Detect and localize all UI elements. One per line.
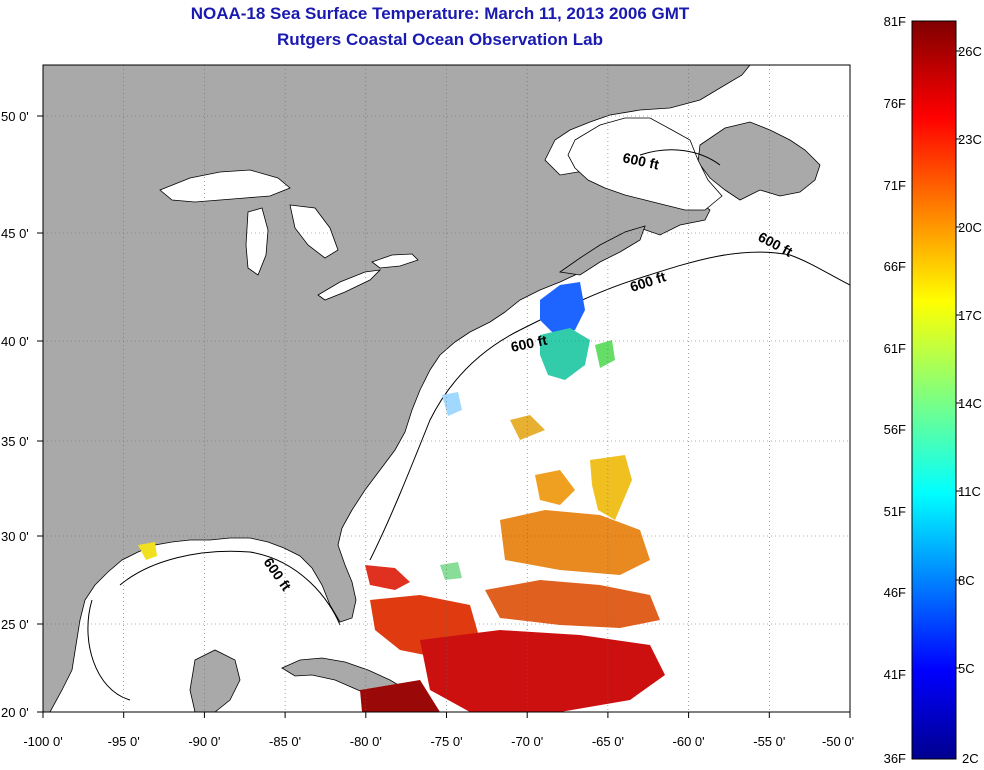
lat-tick-label: 35 0' [1, 434, 29, 449]
colorbar-f-label: 56F [884, 422, 906, 437]
colorbar-c-label: 8C [958, 573, 975, 588]
lake-ontario [371, 253, 419, 269]
lon-tick-label: -55 0' [753, 734, 785, 749]
colorbar [911, 20, 957, 760]
gulf-st-lawrence [567, 117, 723, 211]
lon-tick-label: -65 0' [592, 734, 624, 749]
lake-erie [317, 269, 382, 301]
lon-tick-label: -60 0' [673, 734, 705, 749]
land-north-america [43, 65, 751, 712]
lake-superior [159, 169, 291, 203]
lon-tick-label: -90 0' [188, 734, 220, 749]
lat-tick-label: 20 0' [1, 705, 29, 720]
colorbar-c-label: 2C [962, 751, 979, 766]
colorbar-f-label: 71F [884, 178, 906, 193]
lon-tick-label: -80 0' [350, 734, 382, 749]
colorbar-f-label: 81F [884, 14, 906, 29]
colorbar-f-label: 76F [884, 96, 906, 111]
lat-tick-label: 25 0' [1, 617, 29, 632]
lon-tick-label: -70 0' [511, 734, 543, 749]
map-subtitle: Rutgers Coastal Ocean Observation Lab [277, 30, 603, 49]
colorbar-f-label: 66F [884, 259, 906, 274]
colorbar-c-label: 5C [958, 661, 975, 676]
lake-michigan [245, 207, 269, 276]
lat-tick-label: 45 0' [1, 226, 29, 241]
sst-data [138, 282, 665, 712]
colorbar-c-label: 17C [958, 308, 982, 323]
colorbar-c-label: 14C [958, 396, 982, 411]
lat-tick-label: 50 0' [1, 109, 29, 124]
land-nova-scotia [558, 225, 646, 276]
colorbar-c-label: 23C [958, 132, 982, 147]
map-grid [43, 65, 850, 712]
axis-ticks [37, 115, 851, 718]
colorbar-c-label: 11C [958, 484, 981, 499]
colorbar-f-label: 46F [884, 585, 906, 600]
lat-tick-label: 30 0' [1, 529, 29, 544]
colorbar-c-label: 20C [958, 220, 982, 235]
contour-label: 600 ft [509, 332, 548, 355]
contour-label: 600 ft [621, 149, 660, 172]
land-yucatan [189, 649, 241, 712]
colorbar-f-label: 36F [884, 751, 906, 766]
colorbar-f-label: 41F [884, 667, 906, 682]
colorbar-f-label: 51F [884, 504, 906, 519]
lon-tick-label: -50 0' [822, 734, 854, 749]
lon-tick-label: -100 0' [23, 734, 62, 749]
map-title: NOAA-18 Sea Surface Temperature: March 1… [190, 4, 690, 23]
colorbar-c-label: 26C [958, 44, 982, 59]
colorbar-f-label: 61F [884, 341, 906, 356]
lon-tick-label: -85 0' [269, 734, 301, 749]
lon-tick-label: -95 0' [108, 734, 140, 749]
lon-tick-label: -75 0' [430, 734, 462, 749]
lat-tick-label: 40 0' [1, 334, 29, 349]
colorbar-ticks [956, 50, 961, 669]
lake-huron [289, 204, 339, 259]
land-newfoundland [697, 121, 821, 201]
